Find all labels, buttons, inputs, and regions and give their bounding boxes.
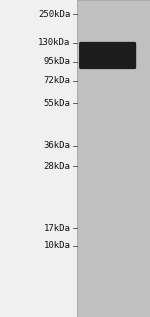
Text: 72kDa: 72kDa (44, 76, 70, 85)
Text: 250kDa: 250kDa (38, 10, 70, 19)
Text: 28kDa: 28kDa (44, 162, 70, 171)
Bar (76, 0, 150, 317)
Text: 55kDa: 55kDa (44, 99, 70, 107)
Text: 36kDa: 36kDa (44, 141, 70, 150)
FancyBboxPatch shape (79, 42, 136, 69)
Text: 130kDa: 130kDa (38, 38, 70, 47)
Text: 17kDa: 17kDa (44, 224, 70, 233)
Text: 95kDa: 95kDa (44, 57, 70, 66)
Text: 10kDa: 10kDa (44, 241, 70, 250)
